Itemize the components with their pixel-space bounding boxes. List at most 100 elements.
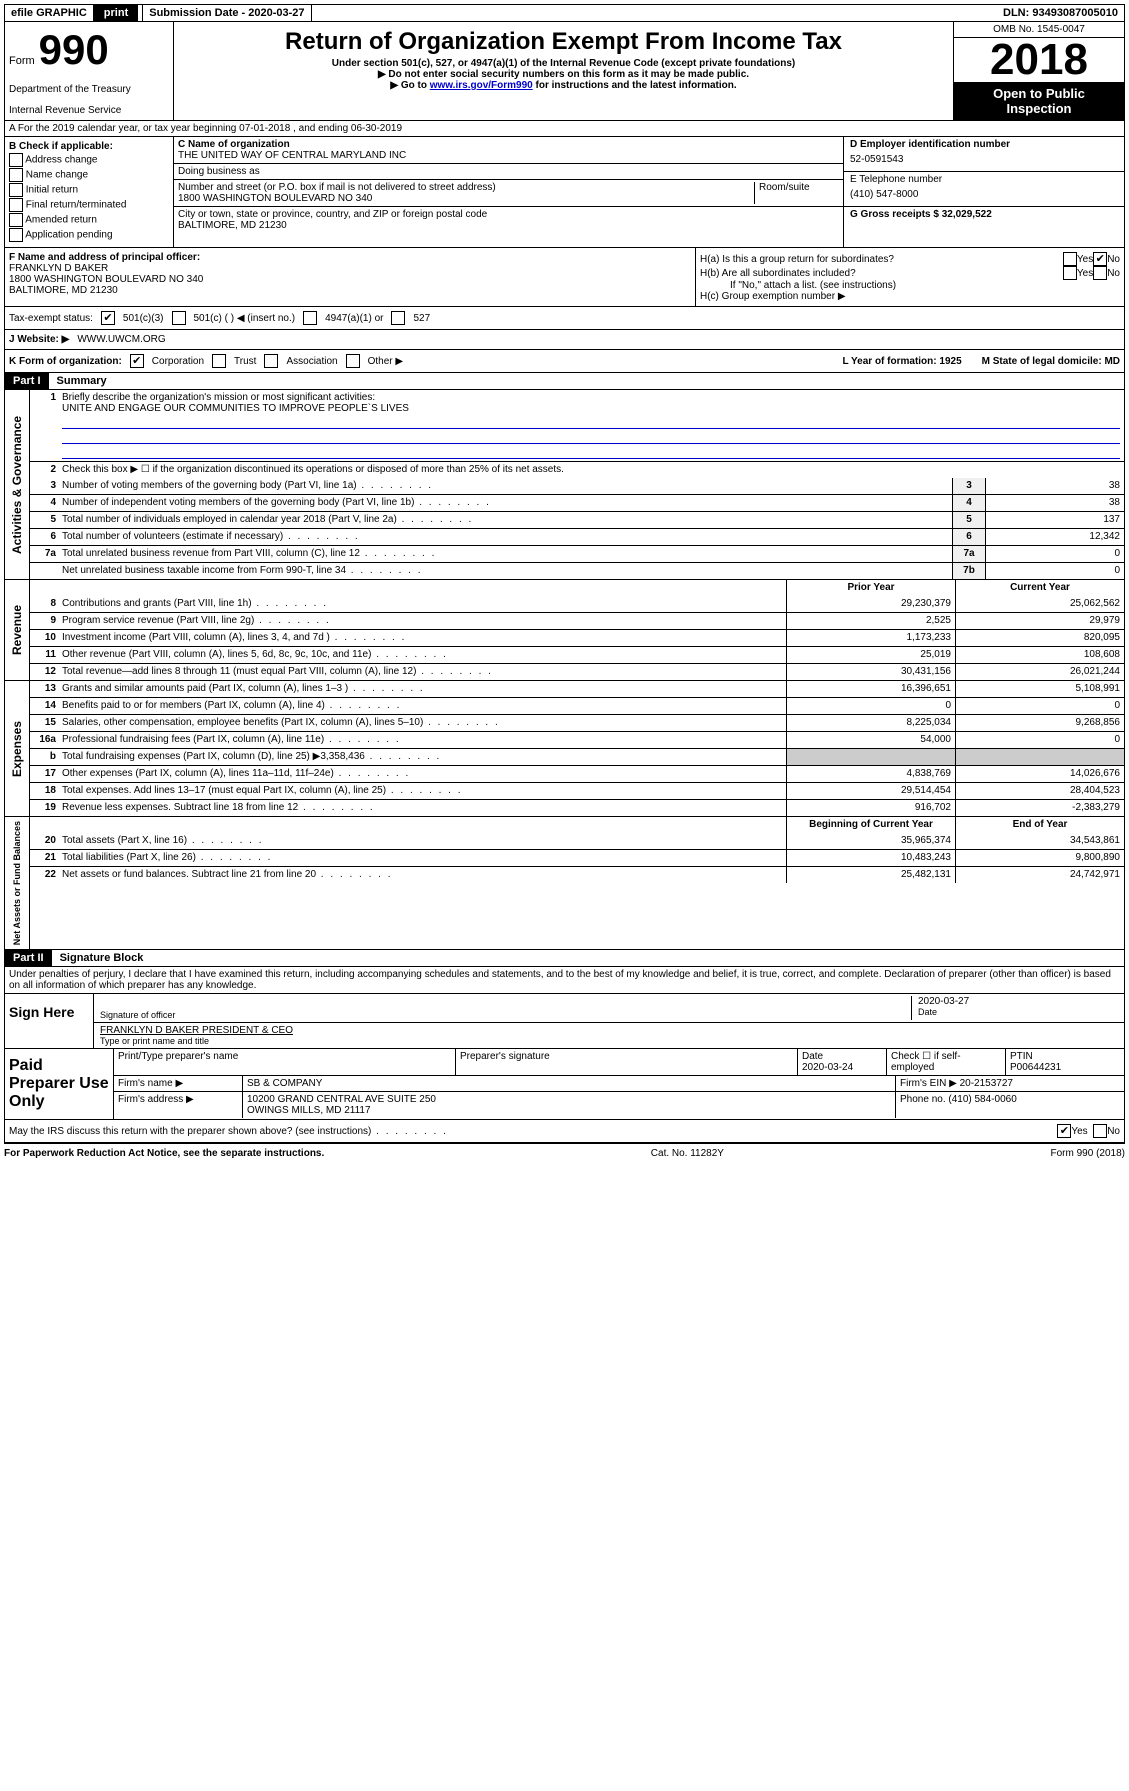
- 527-checkbox[interactable]: [391, 311, 405, 325]
- summary-line: 12Total revenue—add lines 8 through 11 (…: [30, 663, 1124, 680]
- net-assets-section: Net Assets or Fund Balances Beginning of…: [4, 817, 1125, 950]
- discuss-yes-checkbox[interactable]: [1057, 1124, 1071, 1138]
- assoc-checkbox[interactable]: [264, 354, 278, 368]
- org-name: THE UNITED WAY OF CENTRAL MARYLAND INC: [178, 150, 839, 161]
- part2-header: Part II: [5, 950, 52, 966]
- officer-addr1: 1800 WASHINGTON BOULEVARD NO 340: [9, 274, 691, 285]
- phone-value: (410) 547-8000: [850, 185, 1118, 204]
- discuss-text: May the IRS discuss this return with the…: [9, 1126, 1057, 1137]
- ha-no-checkbox[interactable]: [1093, 252, 1107, 266]
- firm-addr-label: Firm's address ▶: [114, 1092, 243, 1118]
- summary-line: 22Net assets or fund balances. Subtract …: [30, 866, 1124, 883]
- 501c-checkbox[interactable]: [172, 311, 186, 325]
- year-formation: L Year of formation: 1925: [843, 356, 962, 367]
- summary-line: 15Salaries, other compensation, employee…: [30, 714, 1124, 731]
- side-revenue: Revenue: [5, 580, 30, 680]
- option-checkbox[interactable]: [9, 213, 23, 227]
- status-label: Tax-exempt status:: [9, 313, 93, 324]
- 501c3-checkbox[interactable]: [101, 311, 115, 325]
- ha-label: H(a) Is this a group return for subordin…: [700, 254, 1063, 265]
- part1-bar: Part I Summary: [4, 373, 1125, 390]
- city-label: City or town, state or province, country…: [178, 209, 839, 220]
- irs-link[interactable]: www.irs.gov/Form990: [430, 80, 533, 91]
- hb-yes-checkbox[interactable]: [1063, 266, 1077, 280]
- yes-label2: Yes: [1077, 268, 1093, 279]
- summary-line: 16aProfessional fundraising fees (Part I…: [30, 731, 1124, 748]
- summary-line: 6Total number of volunteers (estimate if…: [30, 528, 1124, 545]
- footer: For Paperwork Reduction Act Notice, see …: [4, 1143, 1125, 1163]
- discuss-row: May the IRS discuss this return with the…: [4, 1120, 1125, 1143]
- prep-date-value: 2020-03-24: [802, 1062, 882, 1073]
- trust-checkbox[interactable]: [212, 354, 226, 368]
- website-row: J Website: ▶ WWW.UWCM.ORG: [4, 330, 1125, 350]
- footer-left: For Paperwork Reduction Act Notice, see …: [4, 1148, 324, 1159]
- checkbox-option: Amended return: [9, 213, 169, 227]
- expenses-section: Expenses 13Grants and similar amounts pa…: [4, 681, 1125, 817]
- sig-date: 2020-03-27: [918, 996, 1118, 1007]
- entity-block: B Check if applicable: Address change Na…: [4, 137, 1125, 248]
- option-checkbox[interactable]: [9, 198, 23, 212]
- subtitle-3: ▶ Go to www.irs.gov/Form990 for instruct…: [178, 80, 949, 91]
- part2-title: Signature Block: [52, 950, 152, 966]
- form-word: Form: [9, 55, 35, 67]
- trust-label: Trust: [234, 356, 256, 367]
- discuss-no-checkbox[interactable]: [1093, 1124, 1107, 1138]
- summary-line: 5Total number of individuals employed in…: [30, 511, 1124, 528]
- name-label: C Name of organization: [178, 139, 839, 150]
- officer-block: F Name and address of principal officer:…: [5, 248, 695, 306]
- part1-title: Summary: [49, 373, 115, 389]
- tax-year: 2018: [954, 38, 1124, 82]
- checkbox-option: Application pending: [9, 228, 169, 242]
- 4947-label: 4947(a)(1) or: [325, 313, 383, 324]
- ein-value: 52-0591543: [850, 150, 1118, 169]
- row-a: A For the 2019 calendar year, or tax yea…: [4, 121, 1125, 137]
- ha-yes-checkbox[interactable]: [1063, 252, 1077, 266]
- hc-label: H(c) Group exemption number ▶: [700, 291, 1120, 302]
- 501c-label: 501(c) ( ) ◀ (insert no.): [194, 313, 296, 324]
- begin-year-header: Beginning of Current Year: [786, 817, 955, 833]
- ptin-value: P00644231: [1010, 1062, 1120, 1073]
- side-expenses: Expenses: [5, 681, 30, 816]
- group-return-block: H(a) Is this a group return for subordin…: [695, 248, 1124, 306]
- k-label: K Form of organization:: [9, 356, 122, 367]
- ein-label: D Employer identification number: [850, 139, 1118, 150]
- prep-name-header: Print/Type preparer's name: [114, 1049, 456, 1075]
- footer-right: Form 990 (2018): [1051, 1148, 1125, 1159]
- corp-checkbox[interactable]: [130, 354, 144, 368]
- 501c3-label: 501(c)(3): [123, 313, 164, 324]
- checkbox-option: Name change: [9, 168, 169, 182]
- checkbox-option: Final return/terminated: [9, 198, 169, 212]
- summary-line: 3Number of voting members of the governi…: [30, 478, 1124, 494]
- part1-header: Part I: [5, 373, 49, 389]
- top-bar: efile GRAPHIC print Submission Date - 20…: [4, 4, 1125, 22]
- no-label: No: [1107, 254, 1120, 265]
- mission-label: Briefly describe the organization's miss…: [62, 392, 375, 403]
- addr-label: Number and street (or P.O. box if mail i…: [178, 182, 754, 193]
- 4947-checkbox[interactable]: [303, 311, 317, 325]
- website-label: J Website: ▶: [9, 334, 69, 345]
- option-checkbox[interactable]: [9, 183, 23, 197]
- summary-line: 9Program service revenue (Part VIII, lin…: [30, 612, 1124, 629]
- option-checkbox[interactable]: [9, 228, 23, 242]
- print-button[interactable]: print: [94, 5, 138, 21]
- side-net: Net Assets or Fund Balances: [5, 817, 30, 949]
- governance-section: Activities & Governance 1 Briefly descri…: [4, 390, 1125, 580]
- sign-section: Sign Here Signature of officer 2020-03-2…: [4, 994, 1125, 1049]
- option-checkbox[interactable]: [9, 153, 23, 167]
- form-number-cell: Form 990 Department of the Treasury Inte…: [5, 22, 174, 120]
- prep-sig-header: Preparer's signature: [456, 1049, 798, 1075]
- summary-line: 18Total expenses. Add lines 13–17 (must …: [30, 782, 1124, 799]
- efile-label: efile GRAPHIC: [5, 5, 94, 21]
- submission-date: Submission Date - 2020-03-27: [142, 5, 311, 21]
- firm-name: SB & COMPANY: [243, 1076, 896, 1091]
- col-b: B Check if applicable: Address change Na…: [5, 137, 174, 247]
- prior-year-header: Prior Year: [786, 580, 955, 596]
- option-checkbox[interactable]: [9, 168, 23, 182]
- other-checkbox[interactable]: [346, 354, 360, 368]
- officer-addr2: BALTIMORE, MD 21230: [9, 285, 691, 296]
- summary-line: 21Total liabilities (Part X, line 26)10,…: [30, 849, 1124, 866]
- perjury-text: Under penalties of perjury, I declare th…: [4, 967, 1125, 994]
- hb-no-checkbox[interactable]: [1093, 266, 1107, 280]
- 527-label: 527: [413, 313, 430, 324]
- firm-addr2: OWINGS MILLS, MD 21117: [247, 1105, 891, 1116]
